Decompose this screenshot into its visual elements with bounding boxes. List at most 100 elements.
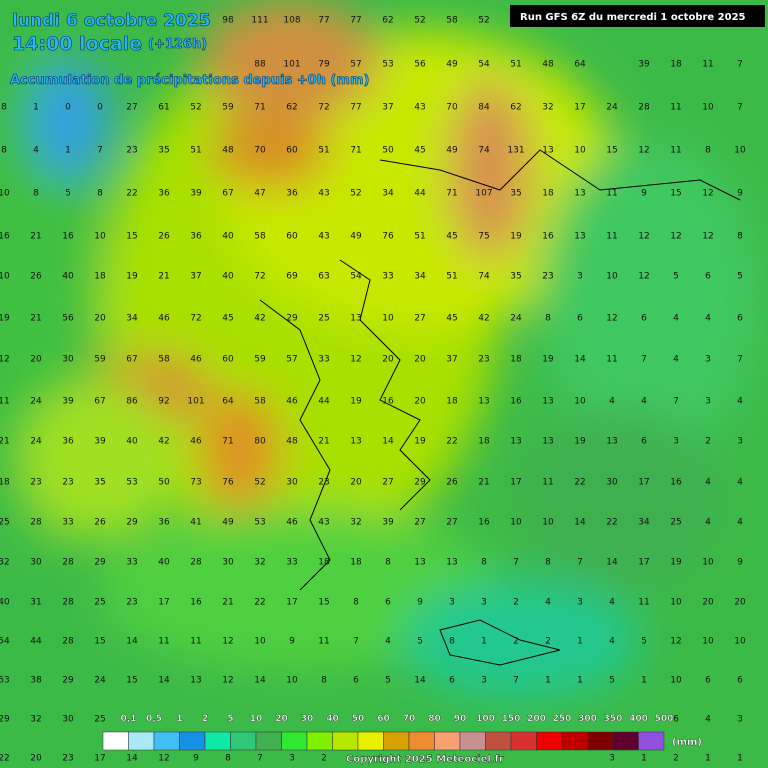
grid-value: 36 — [62, 437, 74, 447]
grid-value: 10 — [670, 676, 682, 686]
grid-value: 16 — [542, 232, 554, 242]
grid-value: 9 — [737, 558, 743, 568]
grid-value: 57 — [286, 355, 297, 365]
grid-value: 14 — [126, 754, 138, 764]
grid-value: 20 — [414, 355, 426, 365]
grid-value: 7 — [513, 676, 519, 686]
grid-value: 17 — [510, 478, 521, 488]
grid-value: 4 — [673, 355, 679, 365]
grid-value: 23 — [30, 478, 41, 488]
grid-value: 19 — [350, 397, 362, 407]
grid-value: 12 — [350, 355, 361, 365]
grid-value: 21 — [318, 437, 329, 447]
grid-value: 10 — [574, 146, 586, 156]
grid-value: 12 — [638, 232, 649, 242]
grid-value: 13 — [350, 437, 361, 447]
grid-value: 28 — [62, 598, 74, 608]
legend-swatch — [638, 731, 665, 751]
grid-value: 26 — [30, 272, 42, 282]
grid-value: 10 — [510, 518, 522, 528]
grid-value: 53 — [0, 676, 10, 686]
grid-value: 30 — [62, 355, 74, 365]
grid-value: 72 — [190, 314, 201, 324]
grid-value: 64 — [574, 60, 586, 70]
legend-label: 0,5 — [146, 714, 162, 724]
grid-value: 25 — [0, 518, 10, 528]
grid-value: 131 — [507, 146, 524, 156]
grid-value: 12 — [222, 676, 233, 686]
grid-value: 4 — [545, 598, 551, 608]
grid-value: 6 — [353, 676, 359, 686]
grid-value: 5 — [673, 272, 679, 282]
grid-value: 34 — [414, 272, 426, 282]
grid-value: 19 — [542, 355, 554, 365]
grid-value: 25 — [94, 715, 105, 725]
grid-value: 27 — [126, 103, 137, 113]
header: lundi 6 octobre 2025 14:00 locale (+126h… — [10, 11, 370, 89]
grid-value: 37 — [446, 355, 457, 365]
grid-value: 4 — [33, 146, 39, 156]
grid-value: 5 — [65, 189, 71, 199]
grid-value: 32 — [542, 103, 553, 113]
grid-value: 19 — [126, 272, 138, 282]
grid-value: 14 — [382, 437, 394, 447]
grid-value: 1 — [705, 754, 711, 764]
legend-label: 40 — [326, 714, 339, 724]
grid-value: 5 — [385, 676, 391, 686]
grid-value: 3 — [577, 272, 583, 282]
grid-value: 13 — [542, 437, 553, 447]
grid-value: 14 — [574, 355, 586, 365]
legend-swatch — [102, 731, 129, 751]
grid-value: 12 — [638, 146, 649, 156]
grid-value: 17 — [286, 598, 297, 608]
grid-value: 1 — [737, 754, 743, 764]
grid-value: 12 — [702, 189, 713, 199]
grid-value: 2 — [321, 754, 327, 764]
grid-value: 7 — [513, 558, 519, 568]
grid-value: 59 — [254, 355, 266, 365]
grid-value: 17 — [574, 103, 585, 113]
lead-time: (+126h) — [148, 37, 207, 52]
grid-value: 76 — [222, 478, 234, 488]
grid-value: 92 — [158, 397, 169, 407]
grid-value: 45 — [222, 314, 233, 324]
grid-value: 49 — [350, 232, 362, 242]
grid-value: 22 — [0, 754, 10, 764]
grid-value: 20 — [382, 355, 394, 365]
grid-value: 10 — [734, 637, 746, 647]
grid-value: 3 — [705, 397, 711, 407]
grid-value: 47 — [254, 189, 265, 199]
grid-value: 4 — [737, 478, 743, 488]
legend-swatch — [179, 731, 206, 751]
grid-value: 35 — [94, 478, 105, 488]
grid-value: 24 — [606, 103, 618, 113]
grid-value: 10 — [0, 189, 10, 199]
legend-swatch — [281, 731, 308, 751]
grid-value: 5 — [737, 272, 743, 282]
grid-value: 9 — [641, 189, 647, 199]
grid-value: 3 — [609, 754, 615, 764]
grid-value: 10 — [702, 558, 714, 568]
grid-value: 45 — [414, 146, 425, 156]
grid-value: 3 — [673, 437, 679, 447]
grid-value: 14 — [606, 558, 618, 568]
grid-value: 88 — [254, 60, 266, 70]
grid-value: 13 — [510, 437, 521, 447]
grid-value: 36 — [158, 189, 170, 199]
grid-value: 23 — [126, 146, 137, 156]
grid-value: 11 — [606, 355, 617, 365]
grid-value: 5 — [609, 676, 615, 686]
grid-value: 74 — [478, 272, 490, 282]
grid-value: 7 — [641, 355, 647, 365]
grid-value: 6 — [449, 676, 455, 686]
grid-value: 11 — [638, 598, 649, 608]
grid-value: 1 — [481, 637, 487, 647]
grid-value: 16 — [0, 232, 10, 242]
grid-value: 62 — [510, 103, 521, 113]
legend-swatch — [153, 731, 180, 751]
grid-value: 13 — [446, 558, 457, 568]
grid-value: 71 — [254, 103, 265, 113]
legend-label: 5 — [227, 714, 233, 724]
grid-value: 11 — [606, 189, 617, 199]
grid-value: 44 — [30, 637, 42, 647]
